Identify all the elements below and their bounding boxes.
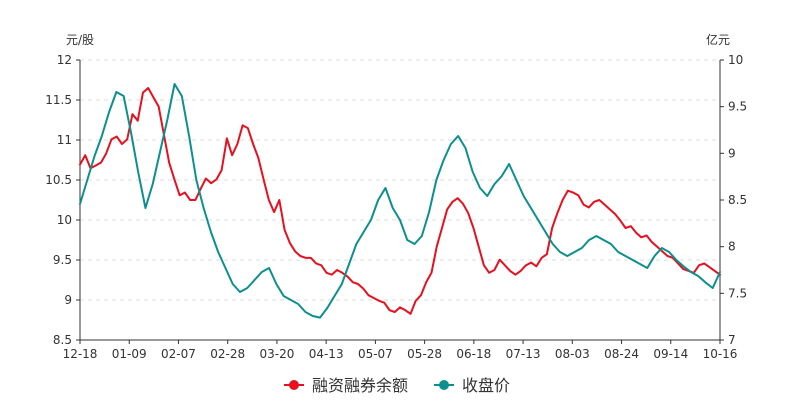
right-tick-label: 10 <box>728 53 743 67</box>
left-tick-label: 8.5 <box>53 333 72 347</box>
left-tick-label: 11 <box>57 133 72 147</box>
left-tick-label: 10 <box>57 213 72 227</box>
right-tick-label: 9 <box>728 146 736 160</box>
x-tick-label: 07-13 <box>506 347 541 361</box>
legend-margin-label: 融资融券余额 <box>312 376 408 395</box>
right-tick-label: 9.5 <box>728 100 747 114</box>
series-line-close-price <box>79 83 721 319</box>
left-axis-unit: 元/股 <box>66 33 94 47</box>
axis-layer: 8.5 9 9.5 10 10.5 11 11.5 12 7 7.5 8 8.5 9 9.5 10 12-18… <box>45 53 747 361</box>
left-tick-label: 11.5 <box>45 93 72 107</box>
right-axis-unit: 亿元 <box>706 32 730 47</box>
series-line-margin-balance <box>79 87 721 315</box>
x-tick-label: 02-28 <box>210 347 245 361</box>
grid-layer <box>80 59 720 301</box>
left-tick-label: 9.5 <box>53 253 72 267</box>
legend-item-close[interactable]: 收盘价 <box>434 376 510 395</box>
x-tick-label: 08-03 <box>555 347 590 361</box>
x-tick-label: 02-07 <box>161 347 196 361</box>
series-layer <box>79 83 721 319</box>
x-tick-label: 10-16 <box>703 347 738 361</box>
x-tick-label: 05-28 <box>407 347 442 361</box>
left-tick-label: 12 <box>57 53 72 67</box>
x-tick-label: 05-07 <box>358 347 393 361</box>
right-tick-label: 7.5 <box>728 286 747 300</box>
legend-close-label: 收盘价 <box>462 376 510 395</box>
x-tick-label: 06-18 <box>456 347 491 361</box>
left-tick-label: 9 <box>64 293 72 307</box>
right-tick-label: 8 <box>728 240 736 254</box>
legend-item-margin[interactable]: 融资融券余额 <box>284 376 408 395</box>
x-tick-label: 08-24 <box>604 347 639 361</box>
legend: 融资融券余额 收盘价 <box>284 376 510 395</box>
x-tick-label: 03-20 <box>259 347 294 361</box>
left-tick-label: 10.5 <box>45 173 72 187</box>
x-tick-label: 09-14 <box>653 347 688 361</box>
x-tick-label: 04-13 <box>309 347 344 361</box>
x-tick-label: 01-09 <box>112 347 147 361</box>
legend-close-marker <box>439 380 449 390</box>
legend-margin-marker <box>289 380 299 390</box>
right-tick-label: 7 <box>728 333 736 347</box>
right-tick-label: 8.5 <box>728 193 747 207</box>
x-tick-label: 12-18 <box>63 347 98 361</box>
